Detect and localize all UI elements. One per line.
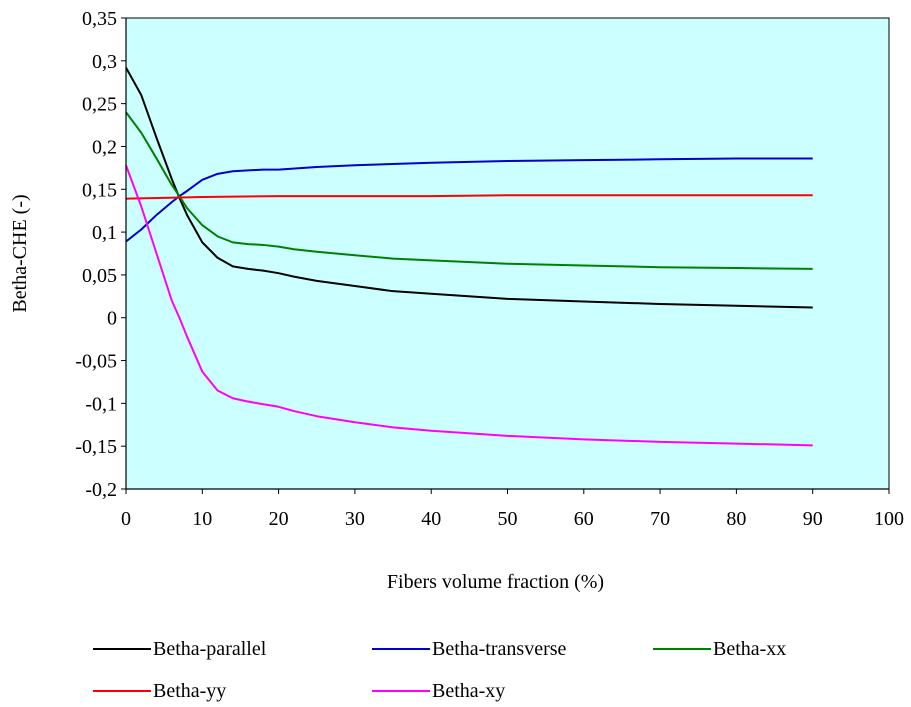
- legend: Betha-parallel Betha-transverse Betha-xx Be…: [93, 638, 786, 702]
- legend-item: Betha-parallel: [93, 638, 267, 660]
- y-tick-label: 0,3: [92, 51, 117, 73]
- plot-background: [125, 17, 890, 490]
- x-tick-label: 100: [874, 508, 904, 530]
- x-tick-label: 80: [726, 508, 746, 530]
- x-tick-label: 10: [192, 508, 212, 530]
- series-line-4: [125, 164, 813, 447]
- y-tick-label: -0,05: [75, 351, 117, 373]
- legend-item: Betha-xx: [653, 638, 786, 660]
- axes-group: -0,2 -0,15 -0,1 -0,05 0 0,05 0,1 0,15 0,2 0,25 0,3…: [75, 8, 904, 530]
- legend-label: Betha-parallel: [153, 638, 267, 660]
- series-group: [125, 67, 813, 447]
- series-line-3: [125, 194, 813, 200]
- legend-label: Betha-xx: [713, 638, 786, 660]
- x-tick-label: 70: [650, 508, 670, 530]
- y-tick-label: 0,35: [82, 8, 117, 30]
- series-line-1: [125, 157, 813, 243]
- x-tick-label: 50: [498, 508, 518, 530]
- x-tick-label: 0: [121, 508, 131, 530]
- y-axis-label: Betha-CHE (-): [9, 194, 31, 312]
- legend-item: Betha-transverse: [372, 638, 567, 660]
- x-axis-label: Fibers volume fraction (%): [387, 571, 604, 593]
- y-tick-label: 0,1: [92, 222, 117, 244]
- series-line-0: [125, 67, 813, 309]
- y-tick-label: 0,25: [82, 94, 117, 116]
- x-tick-label: 20: [269, 508, 289, 530]
- y-tick-label: -0,2: [85, 479, 117, 501]
- y-tick-label: 0: [107, 308, 117, 330]
- legend-label: Betha-yy: [153, 680, 226, 702]
- x-tick-label: 30: [345, 508, 365, 530]
- x-tick-label: 60: [574, 508, 594, 530]
- x-tick-label: 40: [421, 508, 441, 530]
- plot-area-group: [125, 17, 890, 490]
- y-tick-label: 0,05: [82, 265, 117, 287]
- y-tick-label: 0,15: [82, 179, 117, 201]
- legend-label: Betha-xy: [432, 680, 505, 702]
- legend-item: Betha-yy: [93, 680, 226, 702]
- x-tick-label: 90: [803, 508, 823, 530]
- legend-label: Betha-transverse: [432, 638, 567, 660]
- series-line-2: [125, 111, 813, 270]
- y-tick-label: 0,2: [92, 136, 117, 158]
- legend-item: Betha-xy: [372, 680, 505, 702]
- y-tick-label: -0,1: [85, 393, 117, 415]
- y-tick-label: -0,15: [75, 436, 117, 458]
